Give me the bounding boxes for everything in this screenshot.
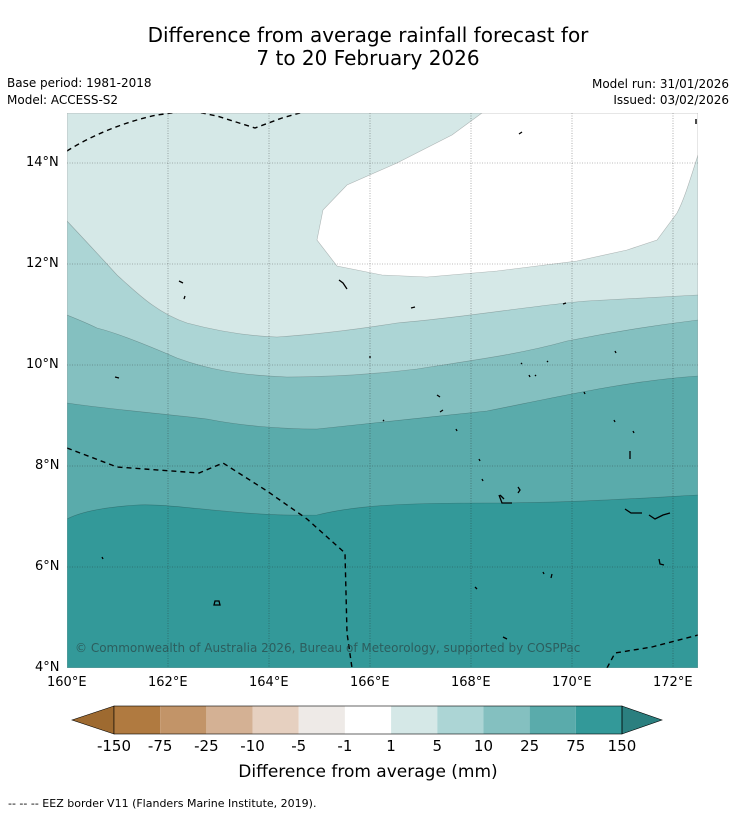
lon-label-168e: 168°E: [451, 675, 491, 690]
lat-label-14n: 14°N: [26, 155, 59, 170]
colorbar-tick-label: 150: [607, 737, 637, 755]
colorbar-segment: [252, 706, 299, 734]
lat-label-6n: 6°N: [35, 559, 60, 574]
model-run: Model run: 31/01/2026: [591, 77, 729, 91]
colorbar-tick-label: 1: [386, 737, 396, 755]
colorbar-tick-label: -150: [96, 737, 132, 755]
colorbar-segment: [529, 706, 576, 734]
lon-label-160e: 160°E: [47, 675, 87, 690]
lon-label-166e: 166°E: [350, 675, 390, 690]
base-period: Base period: 1981-2018: [7, 76, 152, 90]
title-line1: Difference from average rainfall forecas…: [147, 23, 589, 47]
colorbar-tick-label: -10: [240, 737, 265, 755]
lon-label-162e: 162°E: [148, 675, 188, 690]
colorbar-over-arrow: [621, 705, 663, 735]
rainfall-map: [67, 113, 698, 668]
colorbar-tick-label: 75: [566, 737, 586, 755]
colorbar-segment: [344, 706, 392, 734]
lat-label-8n: 8°N: [35, 458, 60, 473]
lat-label-10n: 10°N: [26, 357, 59, 372]
band-minus1-1: [317, 113, 698, 277]
eez-borders: [67, 113, 698, 668]
contour-lines: [67, 113, 698, 520]
colorbar-segment: [391, 706, 438, 734]
copyright-notice: © Commonwealth of Australia 2026, Bureau…: [75, 641, 581, 655]
model-name: Model: ACCESS-S2: [7, 93, 119, 107]
islands: [101, 131, 671, 640]
lon-label-170e: 170°E: [552, 675, 592, 690]
gridlines: [67, 113, 698, 668]
colorbar-tick-label: -5: [291, 737, 307, 755]
issued-date: Issued: 03/02/2026: [613, 93, 729, 107]
lat-label-4n: 4°N: [35, 660, 60, 675]
colorbar-segment: [575, 706, 622, 734]
colorbar-tick-label: 25: [520, 737, 540, 755]
colorbar-frame: [113, 705, 623, 735]
colorbar: [71, 705, 663, 735]
lon-label-164e: 164°E: [249, 675, 289, 690]
colorbar-segment: [160, 706, 207, 734]
lon-label-172e: 172°E: [653, 675, 693, 690]
colorbar-tick-label: 5: [432, 737, 443, 755]
band-1-5-corner: [67, 113, 107, 133]
colorbar-tick-label: -1: [337, 737, 353, 755]
lat-label-12n: 12°N: [26, 256, 59, 271]
title-line2: 7 to 20 February 2026: [256, 46, 480, 70]
colorbar-tick-label: 10: [473, 737, 493, 755]
colorbar-segment: [483, 706, 530, 734]
colorbar-segment: [114, 706, 161, 734]
colorbar-under-arrow: [71, 705, 115, 735]
colorbar-tick-label: -25: [194, 737, 219, 755]
colorbar-label: Difference from average (mm): [238, 762, 498, 782]
colorbar-segment: [298, 706, 345, 734]
colorbar-segment: [437, 706, 484, 734]
eez-legend-note: -- -- -- EEZ border V11 (Flanders Marine…: [8, 797, 317, 810]
colorbar-tick-label: -75: [147, 737, 173, 755]
colorbar-segment: [206, 706, 253, 734]
